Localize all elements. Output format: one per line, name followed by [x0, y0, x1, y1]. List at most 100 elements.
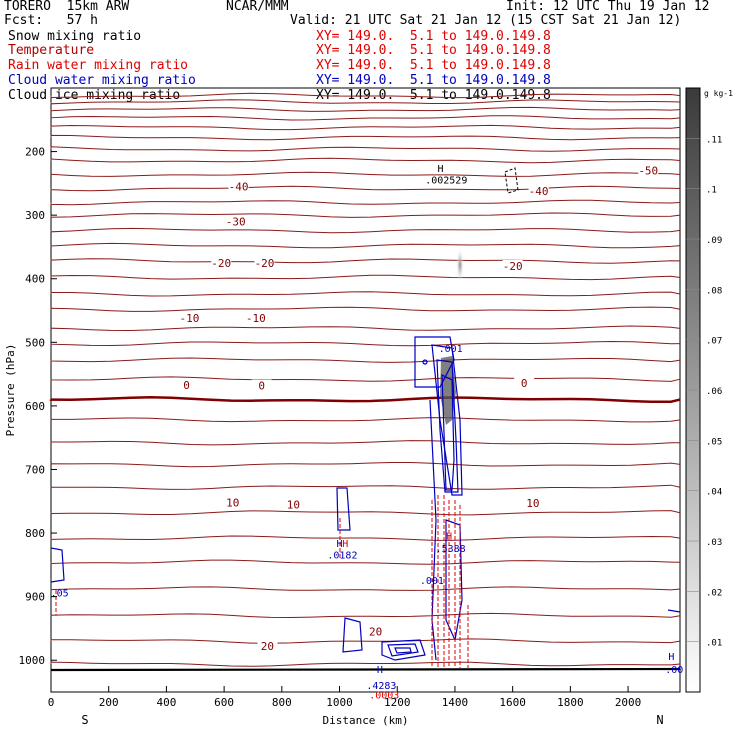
y-tick-label: 900 — [25, 591, 45, 604]
y-tick-label: 600 — [25, 400, 45, 413]
snow-shade — [456, 247, 464, 283]
contour-annotation: H — [668, 652, 674, 663]
isotherm-line — [50, 376, 681, 382]
x-end-label-left: S — [81, 713, 88, 727]
colorbar-tick-label: .06 — [706, 387, 722, 397]
isotherm-label: 20 — [261, 640, 274, 653]
colorbar-tick-label: .04 — [706, 488, 722, 498]
isotherm-label: -50 — [638, 165, 658, 178]
isotherm-label-bg — [245, 312, 266, 325]
colorbar-tick-label: .1 — [706, 186, 717, 196]
colorbar-tick-label: .08 — [706, 286, 722, 296]
contour-annotation: H — [438, 164, 444, 175]
hydrometeor-features — [50, 167, 681, 668]
isotherm-line — [50, 157, 681, 164]
isotherm-label: 10 — [526, 497, 539, 510]
valid-time: Valid: 21 UTC Sat 21 Jan 12 (15 CST Sat … — [290, 13, 682, 28]
isotherm-label-bg — [176, 378, 197, 391]
field-xy-temperature: XY= 149.0. 5.1 to 149.0.149.8 — [316, 43, 551, 58]
contour-annotation: .4283 — [366, 681, 396, 692]
isotherm-line — [50, 340, 681, 347]
colorbar: .01 .02 .03 .04 .05 .06 .07 .08 .09 .1 .11 g kg-1 — [685, 87, 733, 693]
isotherm-label-bg — [251, 379, 272, 392]
isotherm-line — [50, 535, 681, 541]
x-tick-label: 1200 — [384, 696, 411, 709]
isotherm-line — [50, 417, 681, 423]
x-tick-label: 800 — [272, 696, 292, 709]
isotherm-label-bg — [225, 215, 246, 228]
field-name-temperature: Temperature — [8, 43, 95, 58]
y-tick-label: 200 — [25, 146, 45, 159]
isotherm-label: -20 — [503, 260, 523, 273]
isotherm-line — [50, 171, 681, 177]
isotherm-label-bg — [222, 496, 243, 509]
contour-annotation: .002529 — [425, 175, 467, 186]
isotherm-label: -40 — [229, 181, 249, 194]
colorbar-tick-label: .03 — [706, 538, 722, 548]
isotherm-line — [50, 440, 681, 446]
isotherm-label-bg — [365, 625, 386, 638]
contour-annotation: H — [377, 665, 383, 676]
isotherm-label-bg — [179, 312, 200, 325]
chart-axes: 0 200 400 600 800 1000 1200 1400 1600 1800 2000200… — [4, 146, 664, 727]
isotherm-line — [50, 92, 681, 99]
field-xy-rain: XY= 149.0. 5.1 to 149.0.149.8 — [316, 58, 551, 73]
isotherm-line — [50, 325, 681, 332]
temperature-contours: -50 -40 -40 -30 -20 -20 -20 -10 -10 0 0 0 10 10 10 20 20 — [49, 92, 681, 667]
isotherm-line — [50, 559, 681, 565]
x-axis-label: Distance (km) — [322, 714, 408, 727]
isotherm-label: 0 — [521, 377, 528, 390]
isotherm-line — [50, 612, 681, 619]
isotherm-line — [50, 274, 681, 281]
plot-frame — [50, 87, 681, 693]
isotherm-label: 20 — [369, 626, 382, 639]
isotherm-line — [50, 242, 681, 249]
isotherm-line — [50, 199, 681, 206]
y-tick-label: 400 — [25, 273, 45, 286]
isotherm-label-bg — [638, 164, 659, 177]
isotherm-label-bg — [283, 498, 304, 511]
colorbar-unit: g kg-1 — [704, 89, 733, 98]
isotherm-label-bg — [522, 497, 543, 510]
field-xy-snow: XY= 149.0. 5.1 to 149.0.149.8 — [316, 29, 551, 44]
isotherm-label: 0 — [183, 379, 190, 392]
cloud-ice-contour — [504, 167, 519, 194]
field-name-rain: Rain water mixing ratio — [8, 58, 189, 73]
isotherm-line — [50, 638, 681, 644]
isotherm-line — [50, 106, 681, 112]
isotherm-line — [50, 115, 681, 121]
isotherm-label-bg — [502, 260, 523, 273]
contour-annotation: .05 — [51, 589, 69, 600]
x-tick-label: 400 — [156, 696, 176, 709]
isotherm-line — [50, 661, 681, 667]
isotherm-line — [50, 227, 681, 234]
model-title: TORERO 15km ARW — [4, 0, 130, 14]
y-tick-label: 800 — [25, 527, 45, 540]
isotherm-label: 10 — [226, 497, 239, 510]
isotherm-label-bg — [514, 377, 535, 390]
field-name-cloud-water: Cloud water mixing ratio — [8, 73, 196, 88]
colorbar-tick-label: .11 — [706, 135, 722, 145]
isotherm-label-bg — [257, 640, 278, 653]
isotherm-line — [50, 586, 681, 591]
surface-line — [50, 667, 681, 672]
center-title: NCAR/MMM — [226, 0, 289, 14]
isotherm-label: -40 — [529, 185, 549, 198]
x-tick-label: 0 — [48, 696, 55, 709]
contour-annotation: .001 — [439, 344, 463, 355]
x-end-label-right: N — [656, 713, 663, 727]
x-tick-label: 600 — [214, 696, 234, 709]
x-tick-label: 1600 — [499, 696, 526, 709]
isotherm-label-bg — [228, 180, 249, 193]
isotherm-line — [50, 357, 681, 363]
isotherm-line — [50, 99, 681, 105]
x-tick-label: 1000 — [326, 696, 353, 709]
isotherm-line — [50, 258, 681, 264]
y-axis-label: Pressure (hPa) — [4, 344, 17, 437]
isotherm-line — [50, 462, 681, 468]
colorbar-tick-label: .07 — [706, 337, 722, 347]
isotherm-label: -20 — [211, 257, 231, 270]
y-tick-label: 500 — [25, 336, 45, 349]
field-xy-cloud-water: XY= 149.0. 5.1 to 149.0.149.8 — [316, 73, 551, 88]
cloud-water-contours — [50, 336, 681, 661]
